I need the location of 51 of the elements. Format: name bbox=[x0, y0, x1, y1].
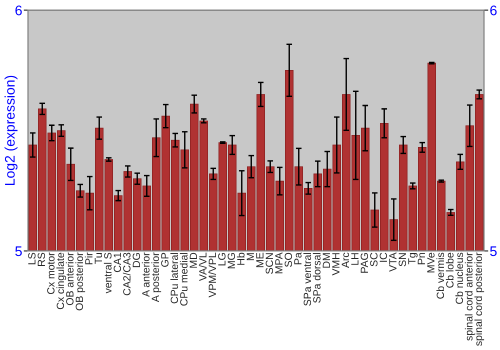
y2-tick-label: 5 bbox=[490, 246, 497, 256]
x-tick-label: RS bbox=[38, 252, 46, 266]
x-tick-label: MG bbox=[228, 253, 236, 268]
x-tick-label: CPu medial bbox=[180, 253, 188, 306]
x-tick-label: M bbox=[246, 253, 254, 260]
x-tick-label: spinal cord posterior bbox=[474, 252, 484, 346]
x-tick-label: Cb lobe bbox=[446, 252, 454, 288]
x-tick-label: DG bbox=[132, 253, 140, 268]
x-tick-label: DM bbox=[322, 253, 330, 268]
x-tick-label: OB posterior bbox=[75, 252, 86, 310]
x-tick-label: CPu lateral bbox=[170, 253, 178, 304]
x-tick-label: VPM/VPL bbox=[208, 252, 216, 298]
x-tick-label: VA/VL bbox=[198, 252, 207, 282]
x-tick-label: Arc bbox=[342, 252, 350, 268]
x-tick-label: LH bbox=[351, 253, 358, 265]
x-tick-label: MD bbox=[190, 252, 197, 268]
y2-tick-label: 6 bbox=[490, 5, 497, 16]
x-tick-label: MPA bbox=[275, 252, 282, 274]
x-tick-label: CA1 bbox=[114, 252, 122, 272]
x-tick-label: IC bbox=[380, 252, 388, 262]
x-tick-label: Pn bbox=[418, 253, 425, 264]
x-tick-label: SC bbox=[370, 252, 378, 266]
x-tick-label: SO bbox=[284, 252, 292, 267]
x-tick-label: ME bbox=[256, 252, 264, 268]
x-tick-label: A posterior bbox=[151, 252, 162, 302]
x-tick-label: SCN bbox=[266, 253, 274, 274]
x-tick-label: Cb vermis bbox=[436, 252, 444, 299]
x-tick-label: CA2/CA3 bbox=[122, 252, 131, 296]
x-tick-label: Pir bbox=[84, 252, 92, 264]
x-tick-label: LG bbox=[218, 253, 226, 266]
x-tick-label: spinal cord anterior bbox=[464, 252, 475, 341]
x-tick-label: Pa bbox=[294, 252, 302, 264]
x-tick-label: VMH bbox=[332, 253, 340, 276]
x-tick-label: LS bbox=[28, 252, 36, 264]
x-tick-label: OB anterior bbox=[66, 252, 74, 306]
y-axis-title: Log2 (expression) bbox=[4, 76, 18, 185]
x-tick-label: Cb nucleus bbox=[455, 252, 464, 304]
x-tick-label: Tg bbox=[408, 253, 418, 264]
x-tick-label: VTA bbox=[389, 252, 396, 272]
x-tick-label: MVe bbox=[427, 252, 435, 272]
x-tick-label: Cx motor bbox=[47, 252, 55, 294]
x-tick-label: GP bbox=[161, 252, 169, 267]
x-tick-label: SN bbox=[398, 253, 406, 266]
x-tick-label: Cx cingulate bbox=[56, 252, 66, 310]
x-tick-label: Tu bbox=[94, 253, 102, 264]
x-tick-label: ventral S bbox=[104, 252, 112, 294]
x-tick-label: SPa ventral bbox=[303, 253, 312, 306]
x-tick-label: Hb bbox=[236, 252, 245, 265]
x-tick-label: PAG bbox=[360, 253, 368, 273]
x-tick-label: SPa dorsal bbox=[312, 253, 321, 303]
x-tick-label: A anterior bbox=[142, 252, 150, 297]
